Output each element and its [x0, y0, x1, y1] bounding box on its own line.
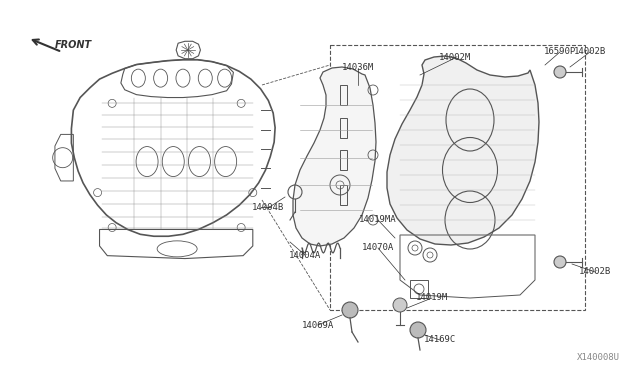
Text: X140008U: X140008U	[577, 353, 620, 362]
Text: FRONT: FRONT	[55, 40, 92, 50]
Text: 14002M: 14002M	[439, 54, 471, 62]
Text: 14004A: 14004A	[289, 250, 321, 260]
Circle shape	[410, 322, 426, 338]
Text: 14002B: 14002B	[579, 267, 611, 276]
Polygon shape	[387, 56, 539, 245]
Circle shape	[393, 298, 407, 312]
Text: 16590P: 16590P	[544, 48, 576, 57]
Text: 14036M: 14036M	[342, 64, 374, 73]
Text: 14002B: 14002B	[574, 48, 606, 57]
Text: 14070A: 14070A	[362, 244, 394, 253]
Text: 14069A: 14069A	[302, 321, 334, 330]
Circle shape	[554, 256, 566, 268]
Circle shape	[554, 66, 566, 78]
Text: 14019MA: 14019MA	[359, 215, 397, 224]
Text: 14004B: 14004B	[252, 203, 284, 212]
Polygon shape	[293, 67, 376, 246]
Circle shape	[342, 302, 358, 318]
Text: 14019M: 14019M	[416, 294, 448, 302]
Text: 14169C: 14169C	[424, 336, 456, 344]
